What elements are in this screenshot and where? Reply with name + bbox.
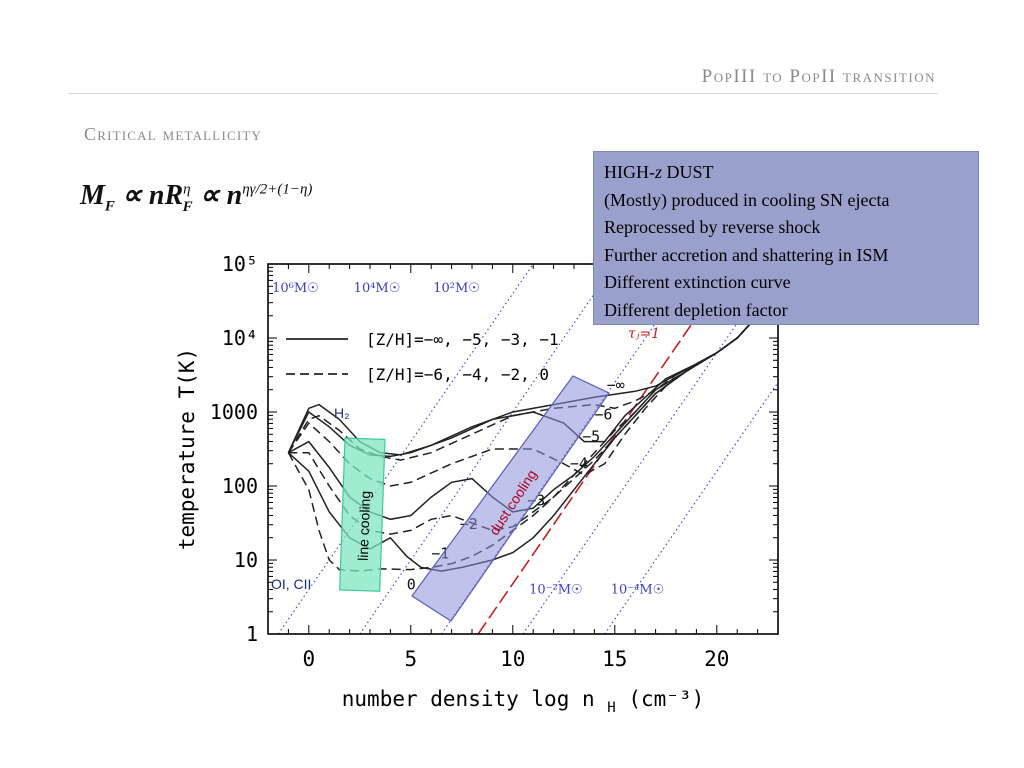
legend-dashed-label: [Z/H]=−6, −4, −2, 0	[366, 365, 549, 384]
tau-label: τⱼ=1	[628, 326, 660, 342]
metallicity-label: −∞	[607, 376, 625, 394]
jeans-mass-label: 10²M☉	[433, 281, 480, 296]
plot-frame	[267, 263, 779, 635]
slide-subtitle: Critical metallicity	[84, 124, 263, 144]
y-tick-label: 1000	[210, 400, 258, 424]
h2-label: H₂	[334, 405, 350, 421]
formula-rhs-sup: ηγ/2+(1−η)	[242, 181, 313, 198]
metallicity-label: −4	[570, 454, 588, 472]
jeans-mass-label: 10⁻⁴M☉	[611, 582, 665, 597]
x-tick-label: 20	[704, 647, 729, 671]
formula-lhs-sub: F	[104, 198, 115, 215]
title-divider	[68, 93, 938, 94]
infobox-heading-b: DUST	[662, 162, 714, 182]
y-tick-label: 100	[222, 474, 258, 498]
x-tick-label: 0	[302, 647, 315, 671]
formula-mid: ∝ nR	[121, 180, 184, 211]
critical-mass-formula: MF ∝ nRηF ∝ nηγ/2+(1−η)	[80, 178, 312, 216]
infobox-line: Reprocessed by reverse shock	[604, 217, 821, 237]
oi-cii-label: OI, CII	[271, 576, 311, 592]
x-tick-label: 5	[404, 647, 417, 671]
infobox-line: (Mostly) produced in cooling SN ejecta	[604, 189, 890, 210]
metallicity-label: −6	[594, 405, 612, 423]
formula-mid-sup: η	[183, 181, 191, 198]
metallicity-label: 0	[407, 576, 416, 594]
line-cooling-region	[339, 437, 386, 592]
x-tick-label: 15	[602, 647, 627, 671]
x-axis-label: number density log n H (cm⁻³)	[342, 687, 704, 716]
infobox-heading-z: z	[655, 162, 663, 182]
formula-rhs: ∝ n	[199, 180, 243, 211]
y-axis-label: temperature T(K)	[175, 348, 199, 550]
x-tick-label: 10	[500, 647, 525, 671]
infobox-line: Further accretion and shattering in ISM	[604, 244, 889, 265]
y-tick-label: 1	[246, 622, 258, 646]
y-tick-label: 10	[234, 548, 258, 572]
infobox-heading: HIGH-z DUST	[604, 159, 978, 187]
formula-lhs: M	[80, 180, 105, 211]
infobox-line: Different extinction curve	[604, 272, 791, 292]
slide-title: PopIII to PopII transition	[701, 66, 936, 87]
infobox-heading-a: HIGH-	[604, 162, 655, 182]
jeans-mass-label: 10⁻²M☉	[529, 582, 583, 597]
metallicity-label: −5	[582, 428, 600, 446]
jeans-mass-label: 10⁴M☉	[354, 281, 401, 296]
y-tick-label: 10⁴	[222, 326, 258, 350]
jeans-mass-label: 10⁶M☉	[272, 281, 319, 296]
formula-mid-sub: F	[182, 198, 193, 215]
high-z-dust-box: HIGH-z DUST (Mostly) produced in cooling…	[593, 151, 979, 325]
infobox-line: Different depletion factor	[604, 299, 788, 320]
line-cooling-label: line cooling	[355, 491, 373, 562]
legend-solid-label: [Z/H]=−∞, −5, −3, −1	[366, 330, 559, 349]
dust-cooling-region	[411, 375, 610, 622]
y-tick-label: 10⁵	[222, 252, 258, 276]
